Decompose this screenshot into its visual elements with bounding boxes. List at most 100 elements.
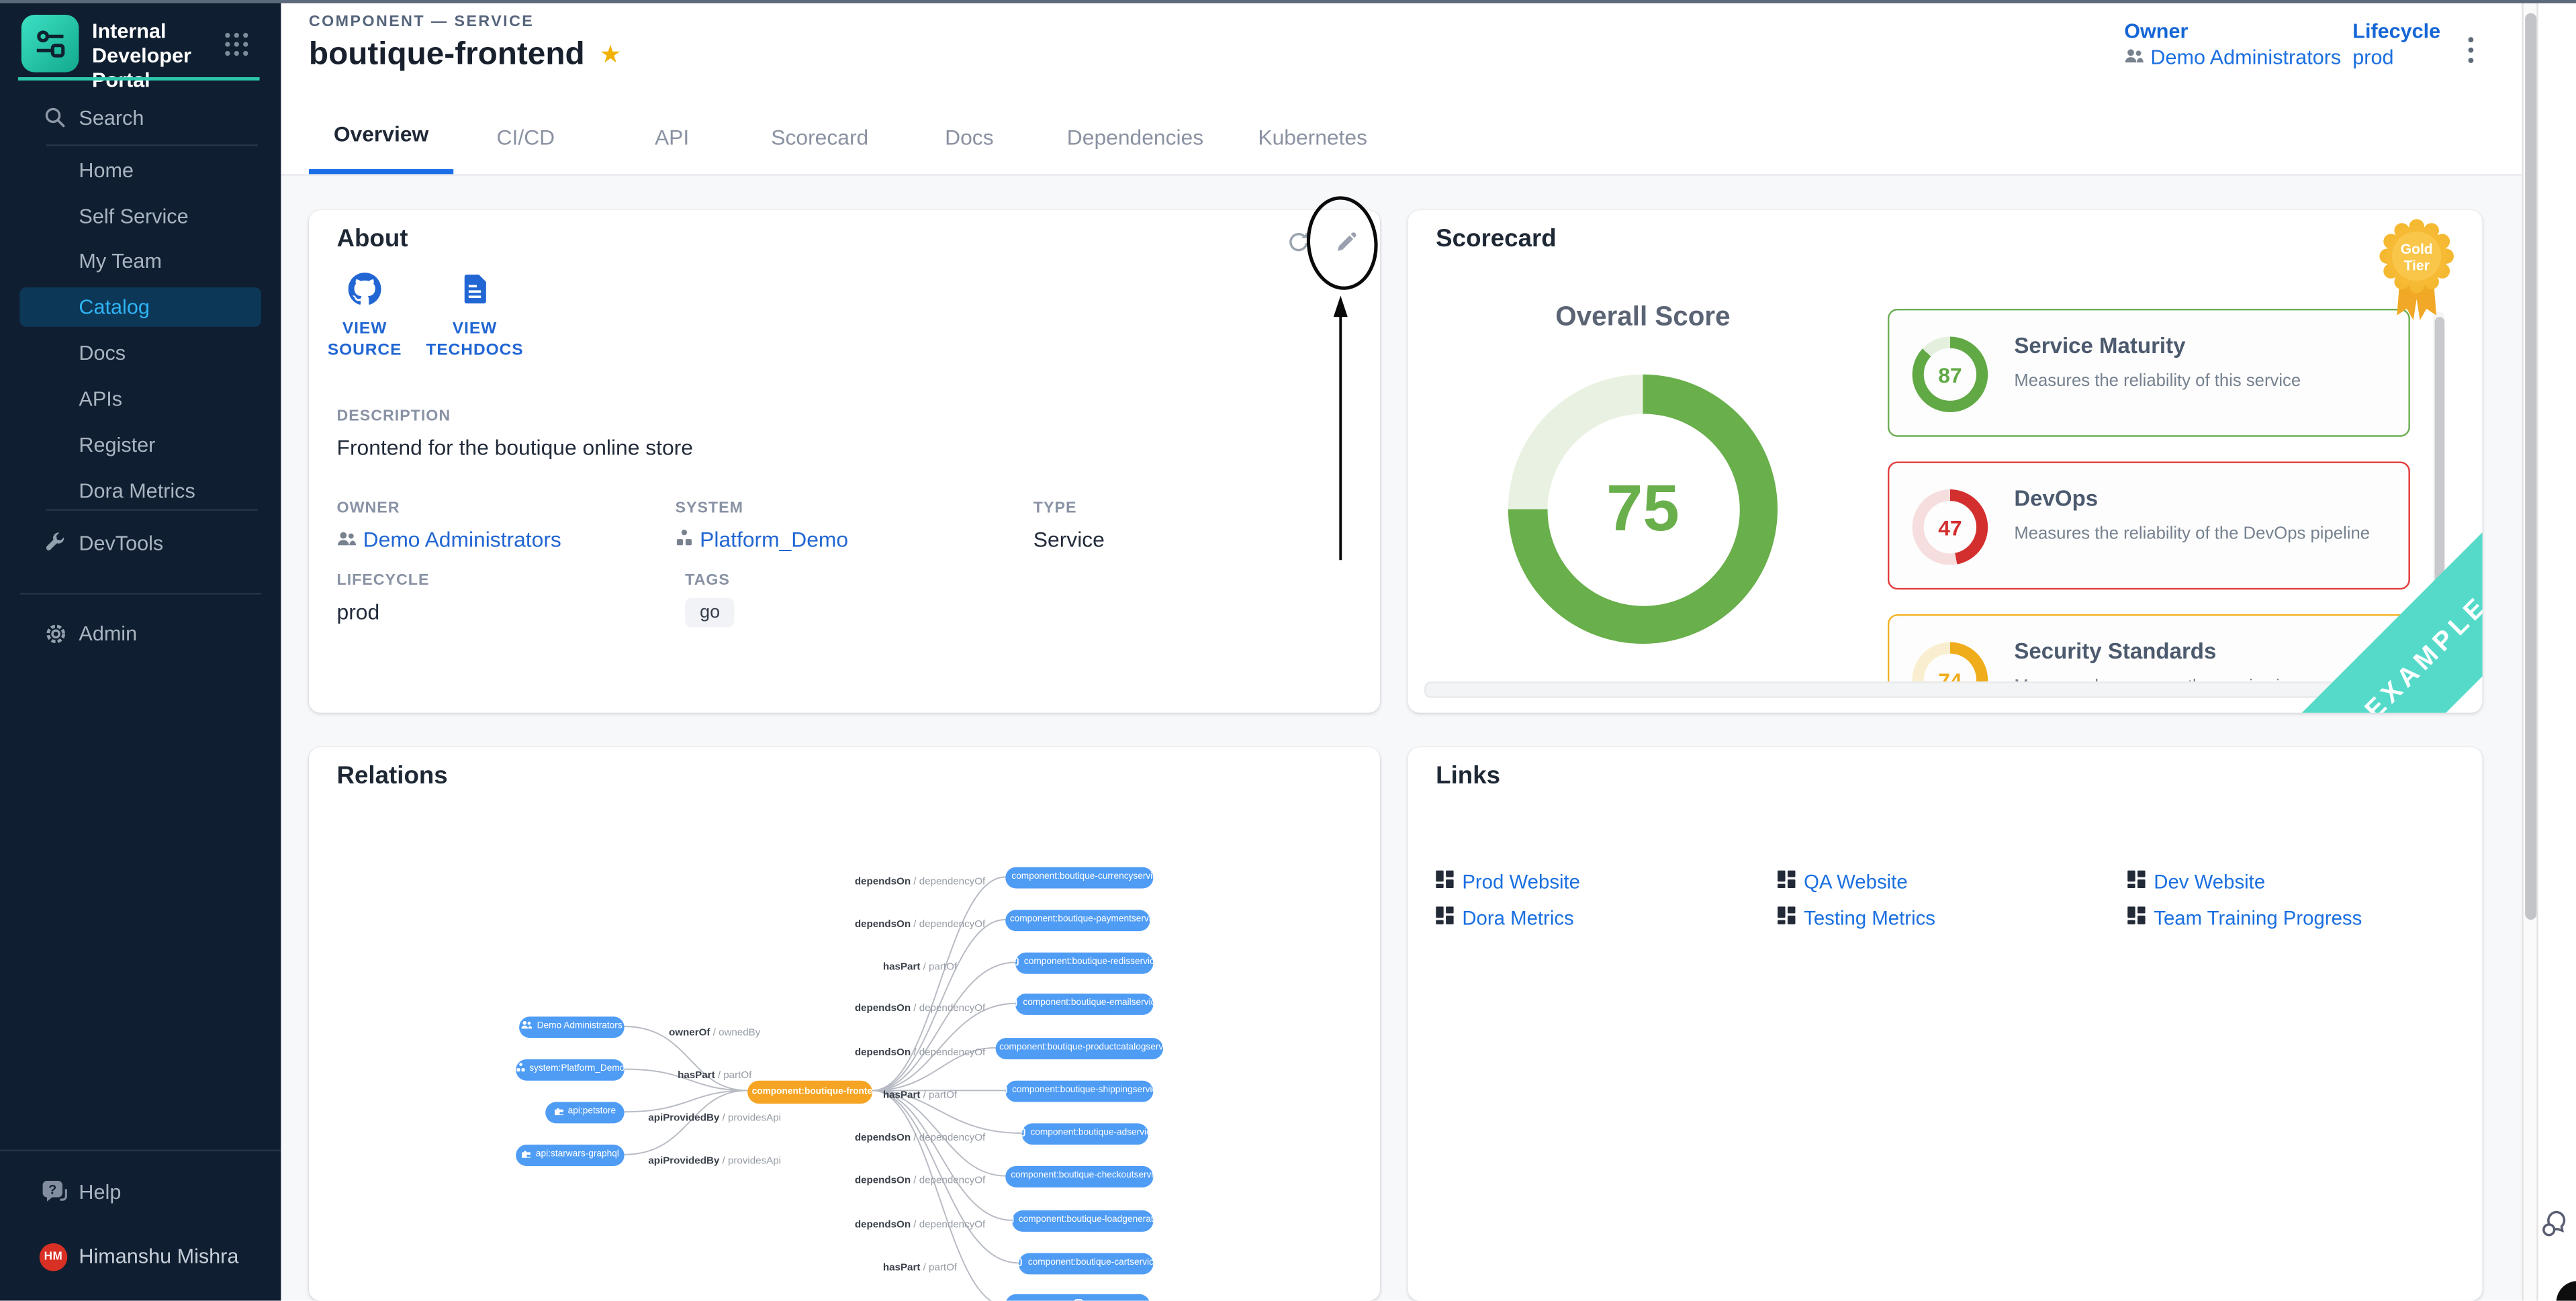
scorecard-items: 87 Service Maturity Measures the reliabili… xyxy=(1887,308,2413,682)
relation-node-label: component:boutique-loadgenerator xyxy=(1018,1215,1153,1226)
about-field-type: TYPE Service xyxy=(1033,499,1105,552)
header-owner: Owner Demo Administrators xyxy=(2124,19,2341,68)
scorecard-item-service-maturity[interactable]: 87 Service Maturity Measures the reliabili… xyxy=(1887,308,2410,437)
scorecard-item-description: Measures how secure the service is xyxy=(2014,677,2288,681)
page-scrollbar-thumb[interactable] xyxy=(2524,13,2537,920)
apps-grid-icon[interactable] xyxy=(224,31,250,65)
chip-icon xyxy=(1018,1255,1024,1270)
sidebar-item-catalog[interactable]: Catalog xyxy=(19,287,261,327)
sidebar-item-apis[interactable]: APIs xyxy=(19,379,261,419)
relation-node[interactable]: api:starwars-graphql xyxy=(516,1143,625,1165)
score-ring: 74 xyxy=(1912,642,1988,682)
link-prod-website[interactable]: Prod Website xyxy=(1436,870,1580,894)
relation-node-label: system:Platform_Demo xyxy=(529,1064,625,1074)
tab-dependencies[interactable]: Dependencies xyxy=(1066,124,1204,149)
tab-api[interactable]: API xyxy=(654,124,690,149)
chip-icon xyxy=(1015,955,1020,970)
sidebar-item-docs[interactable]: Docs xyxy=(19,334,261,373)
relation-node-center[interactable]: component:boutique-frontend xyxy=(747,1079,873,1103)
about-action-label: VIEW SOURCE xyxy=(327,320,402,360)
relations-graph-edges xyxy=(624,876,1022,1301)
gold-tier-badge: Gold Tier xyxy=(2379,218,2454,335)
relation-node[interactable]: component:boutique-paymentservice xyxy=(1005,909,1150,930)
relation-node[interactable]: component:boutique-adservice xyxy=(1021,1122,1150,1144)
relation-node[interactable]: system:Platform_Demo xyxy=(516,1058,625,1080)
kebab-menu-icon[interactable] xyxy=(2465,33,2478,76)
relation-node[interactable]: component:boutique-shippingservice xyxy=(1005,1079,1153,1102)
relation-edge-label: dependsOn / dependencyOf xyxy=(854,1132,986,1144)
refresh-icon[interactable] xyxy=(1287,230,1312,263)
scorecard-item-name: DevOps xyxy=(2014,486,2099,511)
scorecard-scrollbar-horizontal[interactable] xyxy=(1424,681,2424,698)
relation-node[interactable]: Demo Administrators xyxy=(519,1016,625,1037)
tag-chip[interactable]: go xyxy=(685,597,735,628)
relation-node[interactable]: api:petstore xyxy=(545,1101,625,1123)
relation-node-label: component:boutique-cartservice xyxy=(1027,1257,1153,1268)
relation-node[interactable]: component:boutique-redisservice xyxy=(1015,951,1153,973)
relation-node-label: component:boutique-redisservice xyxy=(1023,957,1153,967)
link-testing-metrics[interactable]: Testing Metrics xyxy=(1778,906,1935,928)
about-action-view-techdocs[interactable]: VIEW TECHDOCS xyxy=(420,273,528,361)
relation-node[interactable] xyxy=(1005,1294,1150,1301)
github-icon xyxy=(310,273,418,314)
link-dev-website[interactable]: Dev Website xyxy=(2127,870,2265,894)
field-value: Frontend for the boutique online store xyxy=(336,435,693,461)
link-team-training-progress[interactable]: Team Training Progress xyxy=(2127,906,2362,928)
field-label: SYSTEM xyxy=(675,499,743,518)
sidebar-item-dora-metrics[interactable]: Dora Metrics xyxy=(19,471,261,511)
field-value[interactable]: Demo Administrators xyxy=(337,527,561,552)
dashboard-icon xyxy=(2127,870,2146,894)
sidebar-search-label: Search xyxy=(79,107,144,130)
owner-value[interactable]: Demo Administrators xyxy=(2124,46,2341,69)
dashboard-icon xyxy=(1778,870,1796,894)
relation-node-label: component:boutique-adservice xyxy=(1030,1128,1150,1139)
sidebar-item-home[interactable]: Home xyxy=(19,151,261,191)
favorite-star-icon[interactable]: ★ xyxy=(599,41,622,69)
field-label: OWNER xyxy=(336,499,400,518)
tab-scorecard[interactable]: Scorecard xyxy=(771,124,869,149)
relation-node[interactable]: component:boutique-productcatalogservice xyxy=(995,1037,1164,1059)
relation-node[interactable]: component:boutique-loadgenerator xyxy=(1012,1209,1153,1231)
sidebar-item-help[interactable]: ? Help xyxy=(19,1173,261,1212)
sidebar-user[interactable]: HM Himanshu Mishra xyxy=(19,1237,266,1276)
tab-overview[interactable]: Overview xyxy=(308,99,454,175)
field-value: Service xyxy=(1033,527,1105,552)
avatar[interactable]: HM xyxy=(39,1242,68,1271)
system-icon xyxy=(675,527,693,552)
chat-bubbles-icon[interactable] xyxy=(2542,1209,2571,1247)
relation-node[interactable]: component:boutique-currencyservice xyxy=(1005,866,1153,888)
sidebar-item-label: My Team xyxy=(79,249,162,273)
lifecycle-label: Lifecycle xyxy=(2352,19,2441,43)
sidebar-item-admin[interactable]: Admin xyxy=(19,614,261,654)
portal-logo[interactable] xyxy=(21,15,79,73)
scorecard-item-security-standards[interactable]: 74 Security Standards Measures how secure … xyxy=(1887,614,2410,682)
overall-score-gauge: 75 xyxy=(1508,374,1778,644)
edit-pencil-icon[interactable] xyxy=(1334,231,1357,262)
relation-node[interactable]: component:boutique-emailservice xyxy=(1015,992,1153,1014)
sidebar-item-self-service[interactable]: Self Service xyxy=(19,196,261,236)
tab-docs[interactable]: Docs xyxy=(945,124,994,149)
relation-node-label: api:petstore xyxy=(567,1106,616,1117)
scorecard-item-devops[interactable]: 47 DevOps Measures the reliability of the … xyxy=(1887,461,2410,590)
tab-ci-cd[interactable]: CI/CD xyxy=(496,124,555,149)
relation-edge-label: dependsOn / dependencyOf xyxy=(854,876,986,888)
relation-node[interactable]: component:boutique-cartservice xyxy=(1018,1252,1153,1274)
sidebar-item-register[interactable]: Register xyxy=(19,426,261,465)
sidebar-item-label: APIs xyxy=(79,387,123,411)
sidebar-item-devtools[interactable]: DevTools xyxy=(19,524,261,563)
link-qa-website[interactable]: QA Website xyxy=(1778,870,1908,894)
field-value[interactable]: Platform_Demo xyxy=(675,527,848,552)
about-field-owner: OWNER Demo Administrators xyxy=(337,499,561,552)
dashboard-icon xyxy=(1436,906,1454,928)
brand-divider xyxy=(17,77,260,81)
relation-node[interactable]: component:boutique-checkoutservice xyxy=(1005,1165,1153,1187)
about-field-description: DESCRIPTION Frontend for the boutique onl… xyxy=(337,407,693,460)
field-value: prod xyxy=(336,599,380,624)
sidebar-item-my-team[interactable]: My Team xyxy=(19,242,261,281)
lifecycle-value[interactable]: prod xyxy=(2352,46,2394,69)
tab-kubernetes[interactable]: Kubernetes xyxy=(1258,124,1368,149)
sidebar-search[interactable]: Search xyxy=(19,99,261,138)
link-dora-metrics[interactable]: Dora Metrics xyxy=(1436,906,1574,928)
breadcrumb: COMPONENT — SERVICE xyxy=(308,13,535,32)
about-action-view-source[interactable]: VIEW SOURCE xyxy=(310,273,418,361)
